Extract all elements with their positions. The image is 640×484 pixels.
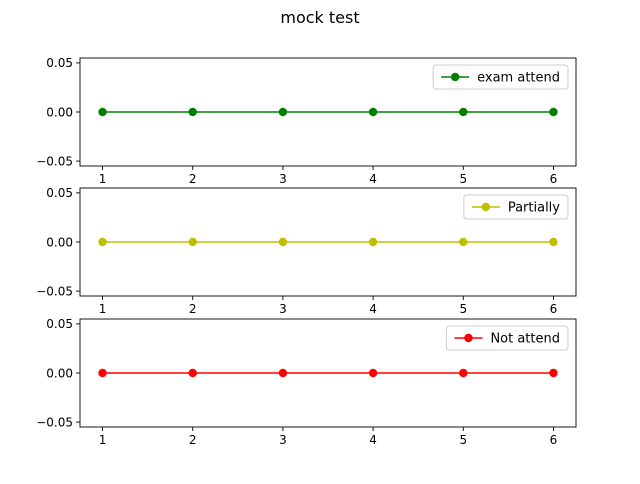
legend-marker	[481, 202, 491, 212]
data-point	[368, 107, 378, 117]
data-point	[278, 107, 288, 117]
x-tick-label: 6	[550, 302, 558, 316]
legend-box	[432, 64, 569, 90]
data-point	[98, 237, 107, 247]
legend-marker	[450, 72, 460, 82]
x-tick-label: 3	[279, 172, 287, 186]
x-tick-label: 4	[369, 172, 377, 186]
x-tick-label: 5	[459, 302, 467, 316]
legend: Partially	[463, 194, 569, 220]
legend-box	[445, 325, 569, 351]
x-tick-label: 1	[99, 433, 107, 447]
y-tick-label: 0.00	[46, 105, 73, 119]
x-tick-label: 1	[99, 172, 107, 186]
x-tick-label: 3	[279, 433, 287, 447]
y-tick-label: 0.05	[46, 317, 73, 331]
legend: Not attend	[445, 325, 569, 351]
legend-label: Not attend	[490, 332, 560, 347]
subplot-1: 1 2 3 4 5 6 0.05 0.00 −0.05 exam attend	[36, 56, 577, 186]
data-point	[459, 368, 468, 378]
legend-box	[463, 194, 569, 220]
figure-title: mock test	[280, 8, 360, 27]
x-tick-label: 6	[550, 172, 558, 186]
legend-label: Partially	[508, 201, 560, 216]
data-point	[188, 107, 197, 117]
subplot-2: 1 2 3 4 5 6 0.05 0.00 −0.05 Partially	[36, 186, 577, 316]
data-point	[98, 107, 107, 117]
legend-marker	[464, 333, 473, 343]
legend-label: exam attend	[477, 71, 560, 86]
y-tick-label: −0.05	[36, 415, 73, 429]
x-tick-label: 4	[369, 302, 377, 316]
x-tick-label: 3	[279, 302, 287, 316]
y-tick-label: 0.05	[46, 56, 73, 70]
y-tick-label: 0.05	[46, 186, 73, 200]
y-tick-label: −0.05	[36, 154, 73, 168]
data-point	[368, 237, 378, 247]
data-point	[459, 237, 468, 247]
x-tick-label: 2	[189, 433, 197, 447]
data-point	[459, 107, 468, 117]
x-tick-label: 4	[369, 433, 377, 447]
data-point	[368, 368, 378, 378]
x-tick-label: 5	[459, 172, 467, 186]
data-point	[98, 368, 107, 378]
x-tick-label: 6	[550, 433, 558, 447]
data-point	[278, 237, 288, 247]
x-tick-label: 2	[189, 172, 197, 186]
x-tick-label: 5	[459, 433, 467, 447]
subplot-3: 1 2 3 4 5 6 0.05 0.00 −0.05 Not attend	[36, 317, 577, 447]
data-point	[549, 368, 558, 378]
data-point	[549, 107, 558, 117]
data-point	[188, 237, 197, 247]
data-point	[278, 368, 288, 378]
x-tick-label: 1	[99, 302, 107, 316]
data-point	[549, 237, 558, 247]
y-tick-label: 0.00	[46, 366, 73, 380]
y-tick-label: −0.05	[36, 284, 73, 298]
x-tick-label: 2	[189, 302, 197, 316]
legend: exam attend	[432, 64, 569, 90]
y-tick-label: 0.00	[46, 235, 73, 249]
data-point	[188, 368, 197, 378]
